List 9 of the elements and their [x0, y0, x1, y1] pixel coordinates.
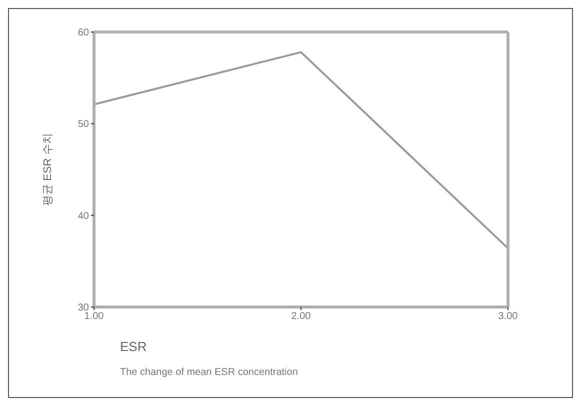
text: The change of mean ESR concentration [120, 367, 298, 378]
x-tick-label: 1.00 [84, 311, 104, 322]
y-tick-label: 40 [78, 210, 90, 222]
y-axis-title: 평균 ESR 수치 [42, 133, 54, 206]
y-tick-label: 60 [78, 28, 90, 39]
x-tick-label: 3.00 [498, 311, 518, 322]
y-tick-label: 50 [78, 119, 90, 130]
x-axis-title: ESR [120, 339, 147, 354]
x-tick-label: 2.00 [291, 311, 312, 322]
